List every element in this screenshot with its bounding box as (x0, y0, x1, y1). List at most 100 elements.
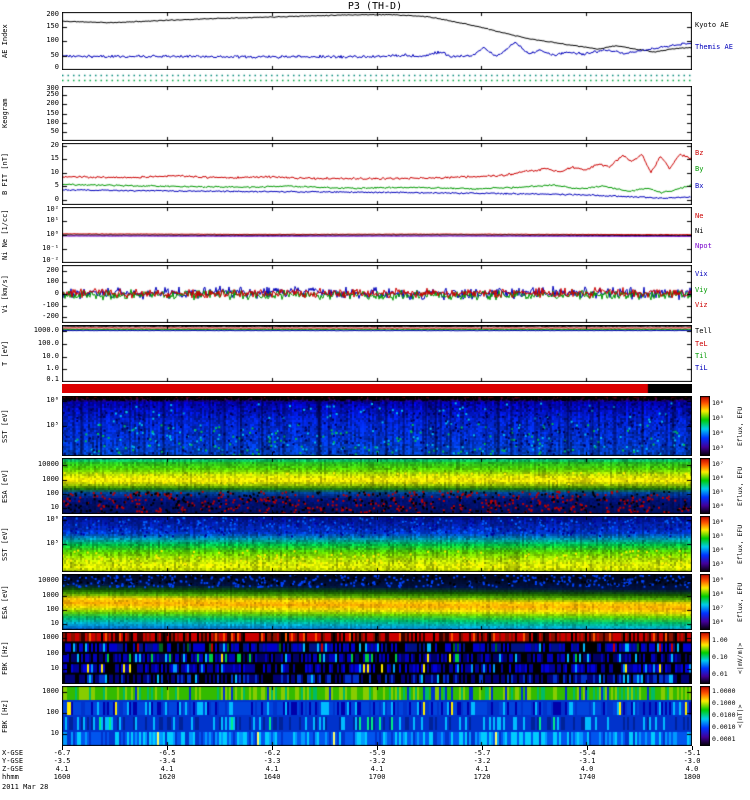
ytick-bfit-4: 0 (54, 194, 59, 203)
ytick-temperature-2: 10.0 (42, 351, 59, 360)
cbtick-fbk-b-1: 0.1000 (712, 699, 736, 707)
panel-keogram (62, 86, 692, 141)
legend-bfit-2: Bx (695, 182, 704, 191)
panel-esa-ion (62, 458, 692, 514)
ytick-velocity-0: 200 (46, 265, 59, 274)
panel-sst-ion (62, 396, 692, 456)
colorbar-fbk-b (700, 686, 710, 746)
ytick-bfit-2: 10 (50, 167, 59, 176)
footer-value: -3.4 (158, 757, 176, 765)
ylabel-temperature: T [eV] (1, 340, 9, 367)
ytick-esa-ion-2: 100 (46, 489, 59, 498)
legend-density-0: Ne (695, 211, 704, 220)
ytick-velocity-2: 0 (54, 289, 59, 297)
x-axis-tick (482, 746, 483, 750)
footer-value: 1800 (683, 773, 701, 781)
ytick-sst-elec-1: 10⁵ (46, 539, 59, 547)
legend-velocity-1: Viy (695, 285, 708, 294)
footer-value: 1620 (158, 773, 176, 781)
cbtick-esa-elec-1: 10⁸ (712, 590, 724, 598)
panel-density (62, 207, 692, 263)
panel-ae (62, 12, 692, 70)
footer-value: -5.7 (473, 749, 491, 757)
cbtick-sst-elec-3: 10³ (712, 560, 724, 568)
ylabel-velocity: Vi [km/s] (1, 275, 9, 313)
footer-label-z-gse: Z-GSE (2, 765, 24, 773)
cbtick-fbk-b-2: 0.0100 (712, 711, 736, 719)
ytick-fbk-b-0: 1000 (42, 687, 59, 695)
cbtick-fbk-e-0: 1.00 (712, 635, 728, 644)
ytick-sst-elec-0: 10⁶ (46, 515, 59, 524)
footer-value: -5.9 (368, 749, 386, 757)
ytick-temperature-0: 1000.0 (33, 326, 59, 335)
ytick-fbk-e-0: 1000 (42, 633, 59, 642)
ytick-density-0: 10² (46, 205, 59, 213)
ytick-density-4: 10⁻² (42, 256, 59, 264)
ytick-esa-ion-3: 10 (50, 503, 59, 512)
ytick-density-3: 10⁻¹ (42, 244, 59, 252)
footer-value: 4.1 (370, 765, 384, 773)
footer-value: -6.7 (53, 749, 71, 757)
legend-temperature-0: Tell (695, 327, 712, 336)
ytick-esa-elec-1: 1000 (42, 590, 59, 599)
footer-label-y-gse: Y-GSE (2, 757, 24, 765)
panel-fbk-e (62, 632, 692, 684)
ylabel-keogram: Keogram (1, 98, 9, 129)
cbtick-esa-ion-0: 10⁷ (712, 460, 724, 468)
ytick-fbk-b-1: 100 (46, 708, 59, 716)
cbtick-sst-ion-3: 10³ (712, 443, 724, 452)
cbtick-fbk-b-4: 0.0001 (712, 735, 736, 743)
ytick-keogram-2: 200 (46, 99, 59, 108)
ytick-fbk-e-1: 100 (46, 648, 59, 657)
footer-label-hhmm: hhmm (2, 773, 19, 781)
legend-bfit-1: By (695, 165, 704, 174)
cbtick-esa-ion-3: 10⁴ (712, 502, 724, 510)
ylabel-sst-elec: SST [eV] (1, 527, 9, 561)
ytick-fbk-b-2: 10 (50, 729, 59, 737)
ylabel-sst-ion: SST [eV] (1, 409, 9, 443)
cbunit-sst-elec: Eflux, EFU (736, 524, 744, 564)
ytick-esa-ion-0: 10000 (37, 460, 59, 469)
ytick-esa-elec-2: 100 (46, 605, 59, 614)
cbtick-sst-elec-0: 10⁶ (712, 518, 724, 526)
panel-bfit (62, 143, 692, 205)
panel-mode-bar (62, 384, 692, 393)
ytick-ae-4: 0 (54, 63, 59, 71)
footer-value: 1740 (578, 773, 596, 781)
footer-value: -3.2 (473, 757, 491, 765)
cbtick-esa-elec-2: 10⁷ (712, 604, 724, 612)
cbtick-sst-elec-2: 10⁴ (712, 546, 724, 554)
footer-value: 4.1 (475, 765, 489, 773)
cbunit-esa-ion: Eflux, EFU (736, 466, 744, 506)
legend-temperature-3: TiL (695, 363, 708, 372)
footer-value: 1640 (263, 773, 281, 781)
ytick-keogram-5: 50 (50, 126, 59, 135)
footer-value: 4.0 (685, 765, 699, 773)
ylabel-fbk-b: FBK [Hz] (1, 699, 9, 733)
footer-value: 4.0 (580, 765, 594, 773)
colorbar-sst-ion (700, 396, 710, 456)
x-axis-tick (692, 746, 693, 750)
ytick-density-1: 10¹ (46, 216, 59, 224)
footer-value: 1720 (473, 773, 491, 781)
footer-value: 4.1 (160, 765, 174, 773)
ylabel-ae: AE Index (1, 24, 9, 58)
x-axis-tick (62, 746, 63, 750)
footer-value: 1700 (368, 773, 386, 781)
footer-value: -6.5 (158, 749, 176, 757)
cbtick-esa-elec-0: 10⁹ (712, 576, 724, 584)
x-axis-tick (377, 746, 378, 750)
footer-value: -3.3 (263, 757, 281, 765)
ylabel-esa-elec: ESA [eV] (1, 585, 9, 619)
x-axis-tick (167, 746, 168, 750)
panel-esa-elec (62, 574, 692, 630)
date-label: 2011 Mar 28 (2, 783, 49, 791)
ytick-density-2: 10⁰ (46, 230, 59, 238)
ytick-keogram-1: 250 (46, 90, 59, 99)
ytick-temperature-3: 1.0 (46, 364, 59, 373)
ytick-bfit-0: 20 (50, 141, 59, 149)
cbunit-sst-ion: Eflux, EFU (736, 406, 744, 446)
ytick-bfit-1: 15 (50, 154, 59, 163)
legend-velocity-0: Vix (695, 269, 708, 278)
legend-density-2: Npot (695, 241, 712, 250)
